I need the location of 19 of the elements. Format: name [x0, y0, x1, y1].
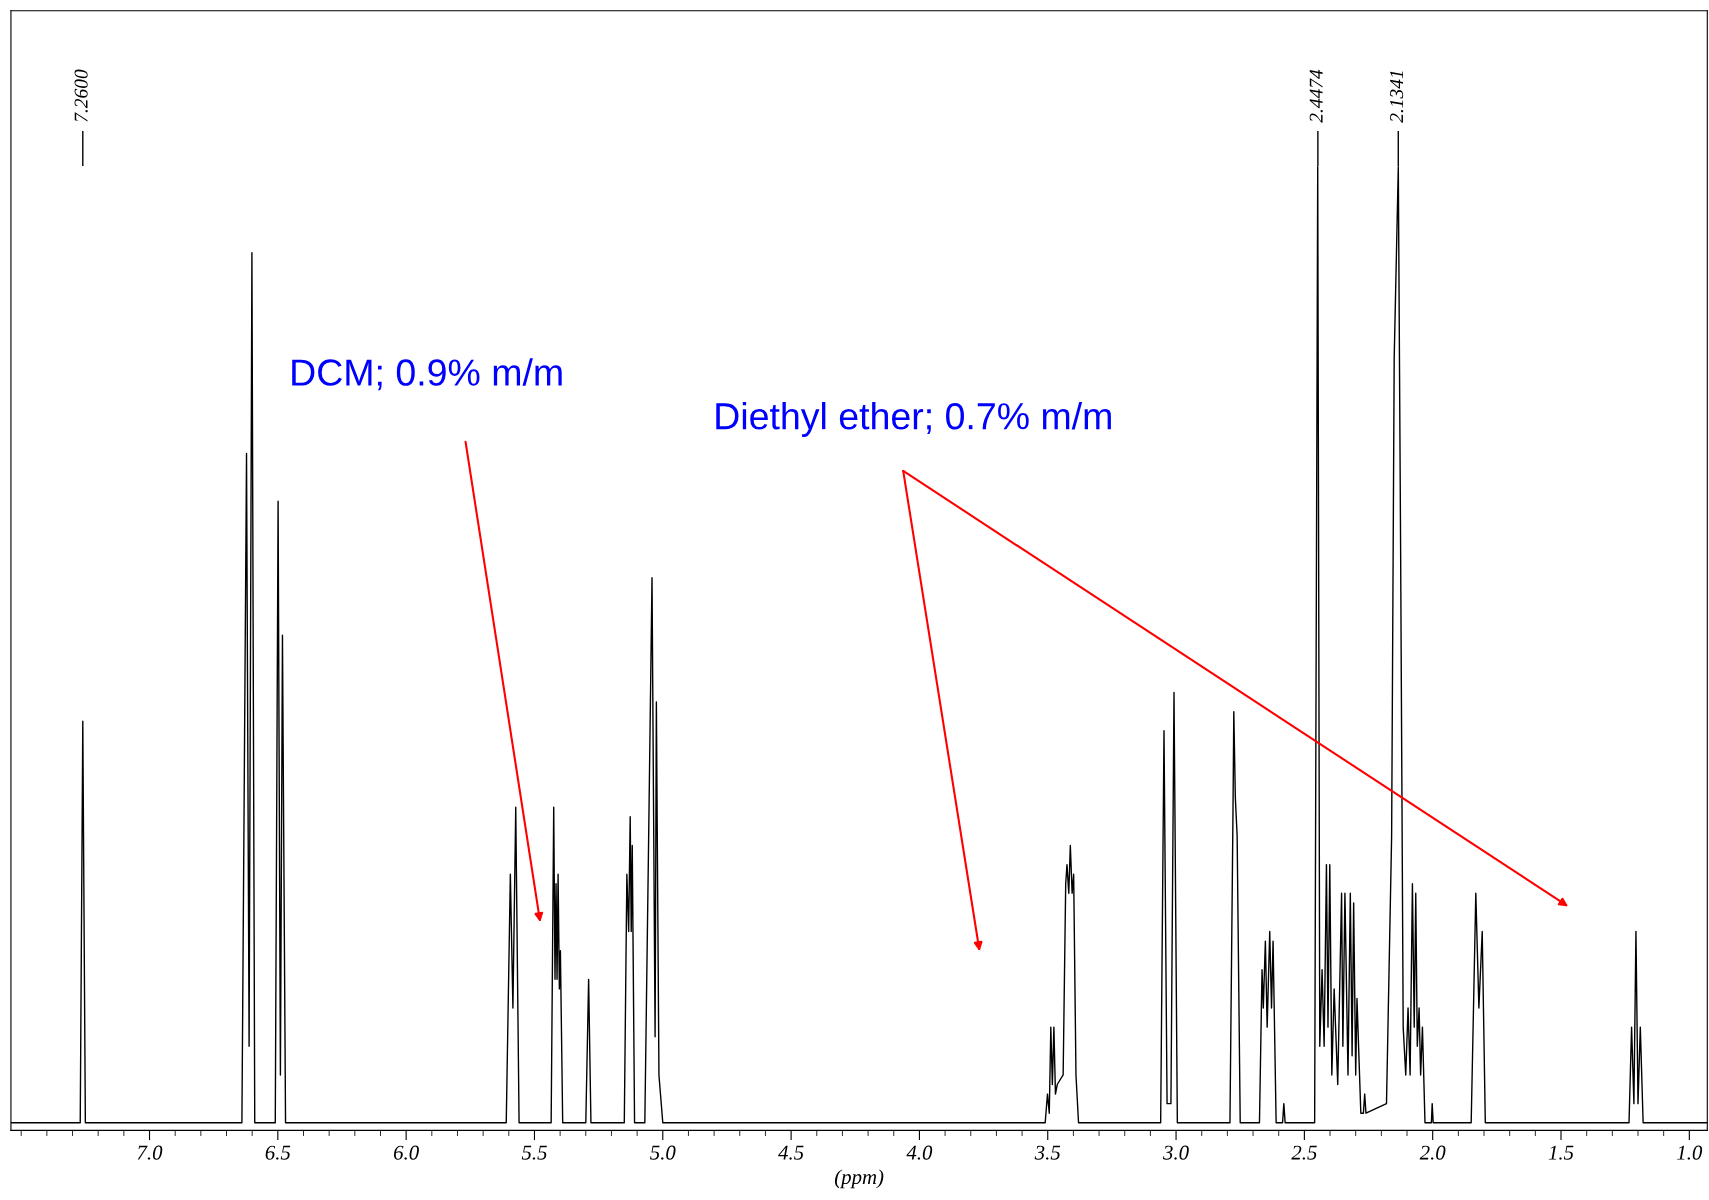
annotation: 2.4474	[1309, 69, 1323, 123]
x-tick-label: 3.5	[1034, 1145, 1061, 1160]
x-tick-label: 2.0	[1419, 1145, 1446, 1160]
x-tick-label: 5.5	[521, 1145, 547, 1160]
x-tick-label: 4.0	[906, 1145, 933, 1160]
annotation: DCM; 0.9% m/m	[292, 358, 562, 391]
x-axis-title: (ppm)	[834, 1169, 884, 1189]
x-tick-label: 5.0	[650, 1145, 676, 1160]
x-tick-label: 6.0	[393, 1145, 419, 1160]
x-tick-label: 6.5	[265, 1145, 291, 1160]
x-tick-label: 1.5	[1548, 1145, 1574, 1160]
x-tick-label: 7.0	[137, 1145, 163, 1160]
x-tick-label: 4.5	[778, 1145, 804, 1160]
annotation: Diethyl ether; 0.7% m/m	[716, 401, 1111, 437]
x-tick-label: 3.0	[1163, 1145, 1189, 1160]
x-tick-label: 2.5	[1291, 1145, 1317, 1160]
annotation: 2.1341	[1390, 71, 1404, 123]
x-tick-label: 1.0	[1677, 1145, 1703, 1160]
annotation: 7.2600	[74, 69, 88, 122]
